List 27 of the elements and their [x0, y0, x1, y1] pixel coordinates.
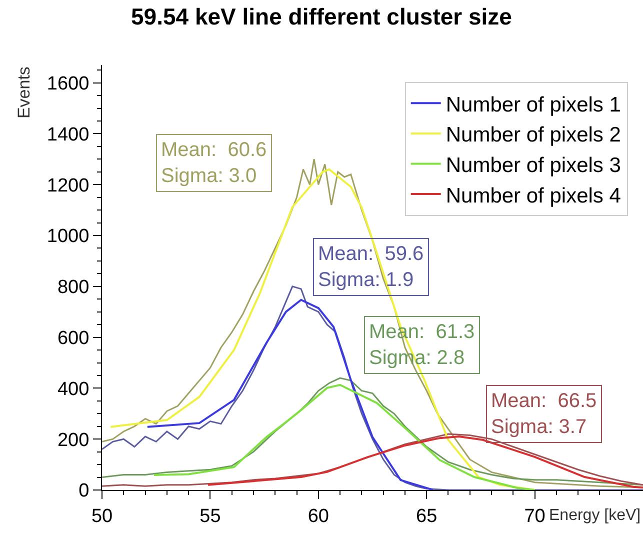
annotation: Mean: 60.6 Sigma: 3.0: [161, 139, 267, 187]
legend-label: Number of pixels 1: [446, 93, 621, 116]
y-tick-label: 0: [78, 480, 90, 502]
y-tick-label: 1200: [46, 175, 90, 196]
y-tick-label: 600: [57, 328, 90, 349]
chart-title: 59.54 keV line different cluster size: [131, 3, 512, 30]
y-axis-title: Events: [14, 66, 34, 119]
y-tick-label: 1600: [46, 73, 90, 94]
y-tick-label: 1000: [46, 226, 90, 248]
x-tick-label: 65: [416, 506, 438, 527]
legend-label: Number of pixels 3: [446, 154, 621, 177]
legend-label: Number of pixels 2: [446, 124, 621, 147]
x-tick-label: 70: [524, 506, 546, 527]
x-axis-title: Energy [keV]: [549, 507, 641, 524]
x-tick-label: 55: [200, 506, 221, 527]
legend-label: Number of pixels 4: [446, 184, 622, 208]
line-series: [207, 436, 643, 488]
annotation: Mean: 66.5 Sigma: 3.7: [491, 390, 597, 438]
annotation: Mean: 59.6 Sigma: 1.9: [318, 243, 424, 291]
y-tick-label: 400: [57, 378, 90, 400]
line-series: [146, 298, 434, 490]
y-tick-label: 200: [57, 430, 90, 451]
y-tick-label: 1400: [46, 124, 90, 146]
x-tick-label: 60: [308, 506, 329, 527]
x-tick-label: 50: [91, 506, 113, 527]
y-tick-label: 800: [57, 277, 90, 298]
line-series: [102, 377, 643, 486]
